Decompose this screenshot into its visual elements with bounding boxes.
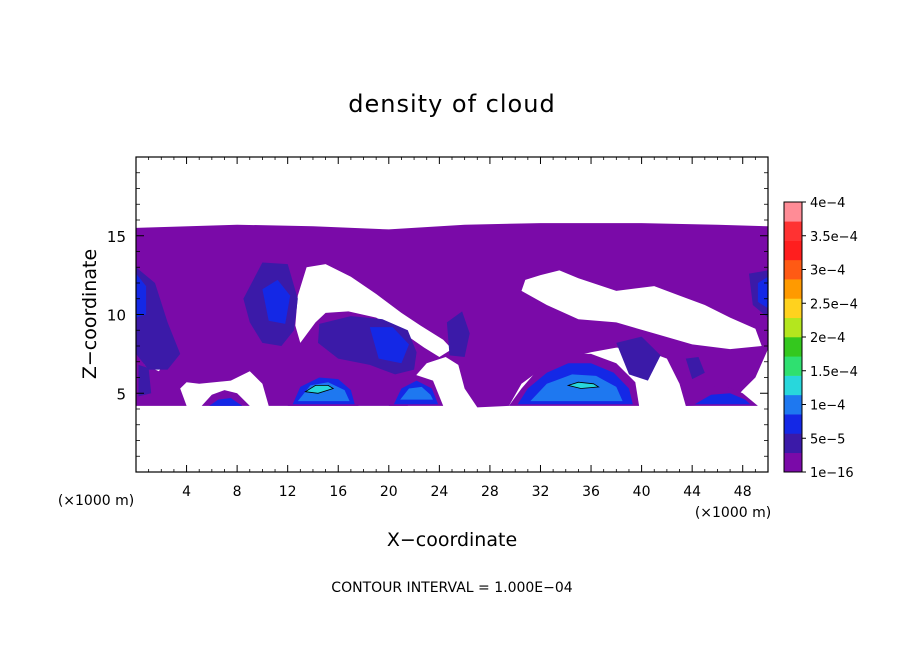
contour-region-clear-gap-2	[521, 270, 762, 350]
contour-region-dome-28	[694, 393, 751, 405]
x-tick-label: 20	[380, 484, 398, 500]
y-tick-label: 5	[116, 385, 126, 403]
x-tick-label: 32	[532, 484, 550, 500]
plot-area	[136, 223, 768, 408]
contour-region-dome-22	[400, 386, 433, 400]
y-axis-label: Z−coordinate	[79, 249, 101, 379]
x-tick-label: 44	[683, 484, 701, 500]
contour-region-dome-14	[201, 390, 250, 406]
contour-region-core-12	[136, 273, 147, 318]
contour-region-band-8	[616, 336, 661, 381]
colorbar-swatch	[784, 394, 802, 415]
contour-region-band-4	[136, 267, 181, 370]
x-tick-label: 48	[734, 484, 752, 500]
colorbar-swatch	[784, 221, 802, 241]
x-tick-label: 8	[233, 484, 242, 500]
contour-region-dome-19	[304, 384, 335, 394]
contour-region-dome-30	[138, 364, 152, 397]
colorbar-swatch	[784, 375, 802, 396]
contour-region-band-7	[446, 311, 470, 357]
contour-region-core-10	[262, 279, 291, 324]
x-tick-label: 40	[633, 484, 651, 500]
chart-title: density of cloud	[348, 90, 555, 118]
y-tick-label: 15	[107, 228, 126, 246]
colorbar-swatch	[784, 298, 802, 319]
x-tick-label: 4	[182, 484, 191, 500]
contour-interval-note: CONTOUR INTERVAL = 1.000E−04	[331, 580, 572, 596]
colorbar-swatch	[784, 337, 802, 357]
colorbar-label: 5e−5	[810, 432, 845, 447]
x-unit-label-left: (×1000 m)	[58, 493, 134, 509]
y-tick-label: 10	[107, 307, 126, 325]
contour-region-core-11	[369, 327, 409, 364]
colorbar-swatch	[784, 279, 802, 299]
colorbar-swatch	[784, 317, 802, 338]
colorbar-label: 1e−16	[810, 466, 854, 481]
colorbar-label: 2.5e−4	[810, 297, 858, 312]
colorbar-label: 4e−4	[810, 196, 845, 211]
x-tick-label: 16	[329, 484, 347, 500]
colorbar-label: 3e−4	[810, 264, 845, 279]
contour-region-core-13	[757, 276, 768, 309]
colorbar-label: 3.5e−4	[810, 230, 858, 245]
colorbar-swatch	[784, 414, 802, 434]
x-tick-label: 28	[481, 484, 499, 500]
colorbar: 1e−16 5e−5 1e−4 1.5e−4 2e−4 2.5e−4 3e−4 3.5e−4 4…	[783, 196, 858, 481]
x-tick-label: 24	[430, 484, 448, 500]
contour-region-clear-gap-1	[295, 264, 452, 357]
colorbar-swatch	[784, 240, 802, 261]
colorbar-label: 1e−4	[810, 399, 845, 414]
colorbar-swatch	[784, 433, 802, 454]
colorbar-swatch	[784, 452, 802, 473]
x-axis-label: X−coordinate	[387, 529, 517, 551]
colorbar-label: 2e−4	[810, 331, 845, 346]
colorbar-swatch	[784, 202, 802, 222]
contour-region-dome-29	[685, 357, 705, 380]
colorbar-swatch	[784, 259, 802, 280]
contour-region-dome-26	[566, 381, 600, 389]
x-unit-label-right: (×1000 m)	[695, 505, 771, 521]
contour-region-cloud-layer-0	[136, 223, 768, 408]
x-tick-label: 36	[582, 484, 600, 500]
colorbar-swatch	[784, 356, 802, 376]
x-tick-label: 12	[279, 484, 297, 500]
colorbar-label: 1.5e−4	[810, 365, 858, 380]
contour-region-dome-15	[209, 398, 243, 406]
